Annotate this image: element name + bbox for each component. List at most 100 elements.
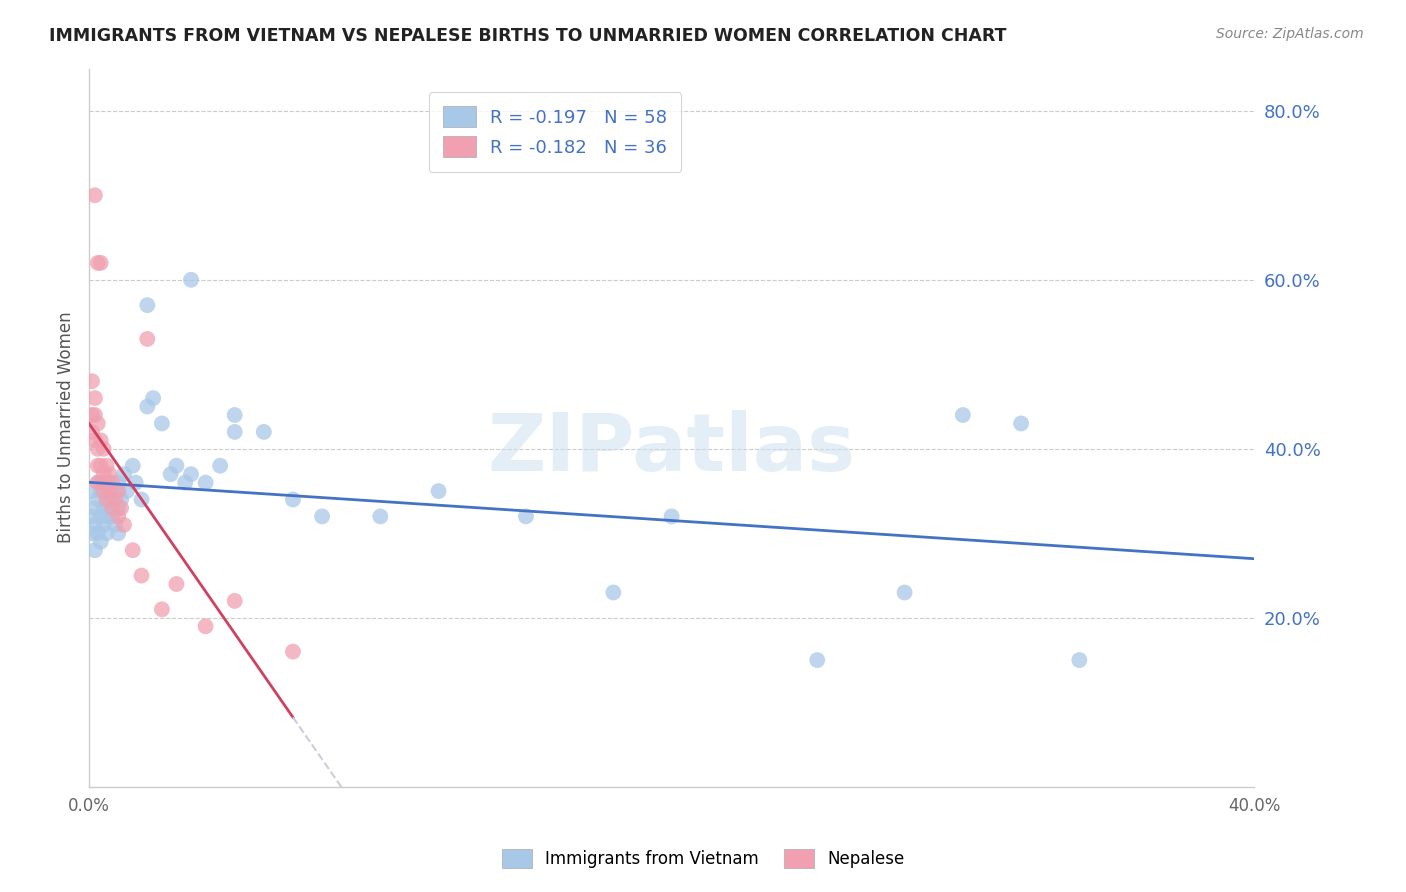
- Point: [93, 442, 115, 456]
- Point: [101, 500, 124, 515]
- Point: [90, 458, 112, 473]
- Point: [96, 475, 118, 490]
- Point: [110, 492, 132, 507]
- Point: [110, 500, 132, 515]
- Point: [101, 492, 124, 507]
- Point: [83, 543, 105, 558]
- Point: [515, 509, 537, 524]
- Point: [112, 467, 135, 482]
- Point: [370, 509, 392, 524]
- Point: [90, 475, 112, 490]
- Point: [87, 475, 110, 490]
- Legend: Immigrants from Vietnam, Nepalese: Immigrants from Vietnam, Nepalese: [495, 842, 911, 875]
- Point: [90, 534, 112, 549]
- Point: [180, 467, 202, 482]
- Point: [83, 517, 105, 532]
- Point: [107, 500, 129, 515]
- Point: [93, 517, 115, 532]
- Point: [90, 434, 112, 448]
- Legend: R = -0.197   N = 58, R = -0.182   N = 36: R = -0.197 N = 58, R = -0.182 N = 36: [429, 92, 682, 171]
- Point: [93, 500, 115, 515]
- Point: [96, 492, 118, 507]
- Point: [253, 425, 276, 439]
- Text: Source: ZipAtlas.com: Source: ZipAtlas.com: [1216, 27, 1364, 41]
- Point: [87, 442, 110, 456]
- Point: [107, 475, 129, 490]
- Point: [1010, 417, 1032, 431]
- Point: [136, 298, 159, 312]
- Point: [83, 434, 105, 448]
- Point: [150, 602, 173, 616]
- Point: [131, 492, 153, 507]
- Point: [194, 619, 217, 633]
- Point: [93, 484, 115, 499]
- Point: [121, 458, 143, 473]
- Point: [80, 526, 103, 541]
- Point: [104, 517, 127, 532]
- Point: [104, 492, 127, 507]
- Point: [107, 509, 129, 524]
- Point: [124, 475, 146, 490]
- Point: [101, 475, 124, 490]
- Point: [136, 332, 159, 346]
- Point: [194, 475, 217, 490]
- Point: [174, 475, 197, 490]
- Point: [80, 425, 103, 439]
- Point: [87, 417, 110, 431]
- Point: [83, 188, 105, 202]
- Point: [180, 273, 202, 287]
- Point: [96, 526, 118, 541]
- Point: [107, 526, 129, 541]
- Point: [159, 467, 181, 482]
- Point: [893, 585, 915, 599]
- Point: [115, 484, 138, 499]
- Point: [209, 458, 232, 473]
- Point: [90, 256, 112, 270]
- Point: [98, 500, 121, 515]
- Point: [224, 408, 246, 422]
- Point: [104, 484, 127, 499]
- Point: [83, 500, 105, 515]
- Point: [1069, 653, 1091, 667]
- Point: [661, 509, 683, 524]
- Point: [83, 408, 105, 422]
- Point: [93, 467, 115, 482]
- Point: [281, 645, 304, 659]
- Point: [80, 408, 103, 422]
- Point: [80, 484, 103, 499]
- Point: [96, 492, 118, 507]
- Y-axis label: Births to Unmarried Women: Births to Unmarried Women: [58, 312, 75, 543]
- Point: [98, 475, 121, 490]
- Point: [165, 577, 187, 591]
- Point: [121, 543, 143, 558]
- Point: [80, 374, 103, 388]
- Point: [87, 256, 110, 270]
- Point: [952, 408, 974, 422]
- Text: IMMIGRANTS FROM VIETNAM VS NEPALESE BIRTHS TO UNMARRIED WOMEN CORRELATION CHART: IMMIGRANTS FROM VIETNAM VS NEPALESE BIRT…: [49, 27, 1007, 45]
- Point: [98, 484, 121, 499]
- Point: [136, 400, 159, 414]
- Point: [98, 467, 121, 482]
- Point: [83, 391, 105, 405]
- Point: [87, 526, 110, 541]
- Point: [101, 509, 124, 524]
- Point: [165, 458, 187, 473]
- Point: [142, 391, 165, 405]
- Point: [107, 484, 129, 499]
- Point: [112, 517, 135, 532]
- Point: [602, 585, 624, 599]
- Point: [80, 509, 103, 524]
- Point: [150, 417, 173, 431]
- Point: [87, 475, 110, 490]
- Point: [427, 484, 450, 499]
- Text: ZIPatlas: ZIPatlas: [488, 410, 856, 488]
- Point: [281, 492, 304, 507]
- Point: [311, 509, 333, 524]
- Point: [224, 425, 246, 439]
- Point: [96, 458, 118, 473]
- Point: [806, 653, 828, 667]
- Point: [131, 568, 153, 582]
- Point: [96, 509, 118, 524]
- Point: [90, 509, 112, 524]
- Point: [87, 458, 110, 473]
